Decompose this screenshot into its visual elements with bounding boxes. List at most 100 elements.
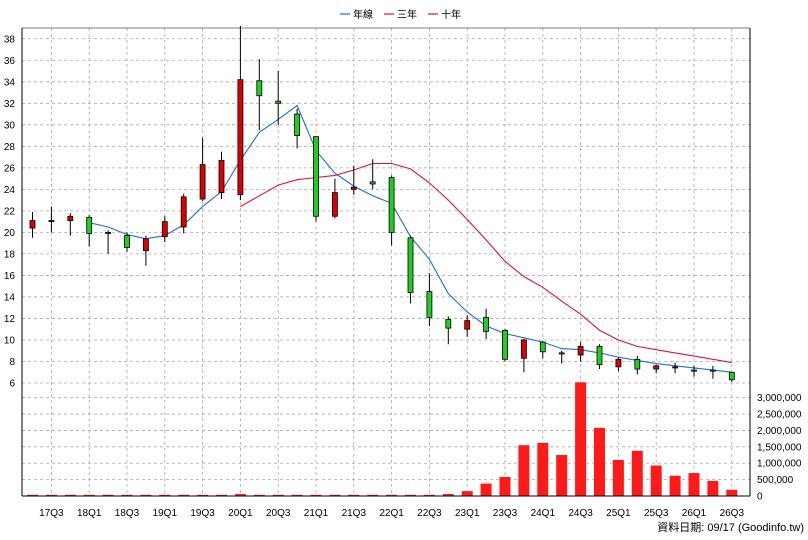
price-tick-label: 24 — [4, 185, 16, 196]
volume-bar — [348, 494, 360, 496]
volume-bar — [480, 483, 492, 496]
x-tick-label: 20Q3 — [266, 508, 291, 519]
x-tick-label: 20Q1 — [228, 508, 253, 519]
price-tick-label: 18 — [4, 249, 16, 260]
candle-body — [672, 366, 678, 369]
volume-bar — [291, 494, 303, 496]
volume-tick-label: 2,000,000 — [757, 426, 802, 437]
candle-body — [464, 320, 471, 330]
volume-bar — [27, 494, 38, 496]
ma-line-三年 — [240, 162, 732, 364]
volume-bar — [405, 494, 416, 496]
volume-bar — [272, 494, 284, 496]
x-tick-label: 19Q1 — [153, 508, 178, 519]
x-tick-label: 22Q3 — [417, 508, 442, 519]
price-tick-label: 38 — [4, 34, 16, 45]
price-tick-label: 16 — [4, 271, 16, 282]
candle-body — [275, 100, 282, 104]
candle-body — [237, 79, 244, 196]
volume-bar — [310, 494, 322, 496]
volume-bar — [45, 494, 57, 496]
x-tick-label: 24Q3 — [568, 508, 593, 519]
candle-body — [710, 369, 716, 372]
x-tick-label: 21Q1 — [304, 508, 329, 519]
volume-bar — [707, 480, 719, 496]
volume-tick-label: 1,000,000 — [757, 459, 802, 470]
volume-bar — [329, 494, 341, 496]
volume-tick-label: 500,000 — [757, 475, 794, 486]
candle-body — [256, 80, 263, 97]
price-tick-label: 8 — [9, 357, 15, 368]
candle-body — [369, 181, 376, 185]
price-tick-label: 22 — [4, 206, 16, 217]
volume-bar — [121, 494, 133, 496]
candle-body — [294, 113, 301, 136]
volume-bar — [423, 494, 435, 496]
x-tick-label: 24Q1 — [531, 508, 556, 519]
candle-body — [124, 235, 130, 248]
candle-body — [426, 291, 433, 318]
volume-bar — [442, 494, 454, 496]
x-tick-label: 25Q1 — [606, 508, 631, 519]
footer-note: 資料日期: 09/17 (Goodinfo.tw) — [657, 520, 804, 534]
volume-bar — [499, 476, 511, 496]
candle-body — [483, 316, 490, 332]
candle-body — [502, 329, 508, 360]
volume-bar — [64, 494, 76, 496]
volume-bar — [216, 494, 227, 496]
volume-bar — [178, 494, 190, 496]
candle-body — [445, 319, 452, 329]
legend-label-0: 年線 — [353, 8, 373, 21]
legend-label-2: 十年 — [441, 8, 461, 21]
volume-bar — [556, 455, 568, 496]
volume-bar — [575, 382, 587, 496]
volume-bar — [386, 494, 398, 496]
volume-tick-label: 3,000,000 — [757, 393, 802, 404]
volume-bar — [537, 442, 549, 496]
volume-bar — [518, 445, 530, 496]
volume-bar — [461, 491, 473, 496]
candle-body — [180, 196, 187, 228]
volume-bar — [650, 465, 662, 496]
price-tick-label: 34 — [4, 77, 16, 88]
volume-bar — [631, 450, 643, 496]
volume-bar — [83, 494, 95, 496]
candle-body — [558, 352, 565, 355]
price-tick-label: 32 — [4, 99, 16, 110]
price-tick-label: 20 — [4, 228, 16, 239]
candle-body — [539, 341, 546, 353]
price-tick-label: 14 — [4, 292, 16, 303]
candle-body — [350, 186, 357, 190]
price-tick-label: 6 — [9, 379, 15, 390]
x-tick-label: 23Q3 — [493, 508, 518, 519]
candle-body — [86, 216, 93, 234]
candle-body — [67, 215, 74, 221]
candle-body — [29, 220, 36, 229]
candle-body — [615, 358, 622, 368]
candle-body — [388, 177, 395, 233]
price-tick-label: 10 — [4, 335, 16, 346]
candle-body — [142, 238, 149, 252]
price-axis-ticks: 6 8 10 12 14 16 18 20 22 24 26 28 30 32 34 36 38 — [4, 34, 16, 389]
candle-body — [407, 237, 414, 294]
x-tick-label: 26Q1 — [682, 508, 707, 519]
candle-body — [48, 220, 55, 222]
price-tick-label: 26 — [4, 163, 16, 174]
candle-body — [634, 358, 641, 370]
volume-tick-label: 1,500,000 — [757, 442, 802, 453]
legend-label-1: 三年 — [397, 8, 417, 21]
x-tick-label: 23Q1 — [455, 508, 480, 519]
volume-bar — [102, 494, 114, 496]
volume-bar — [669, 475, 681, 496]
x-axis-ticks: 17Q3 18Q1 18Q3 19Q1 19Q3 20Q1 20Q3 21Q1 21Q3 22Q1… — [39, 508, 744, 519]
volume-tick-label: 0 — [757, 492, 763, 503]
price-tick-label: 30 — [4, 120, 16, 131]
legend: 年線 三年 十年 — [340, 8, 461, 21]
candlesticks — [29, 25, 735, 382]
volume-bar — [612, 459, 624, 496]
candle-body — [161, 221, 168, 238]
candle-body — [199, 164, 206, 200]
candle-body — [331, 192, 338, 217]
x-tick-label: 21Q3 — [342, 508, 367, 519]
